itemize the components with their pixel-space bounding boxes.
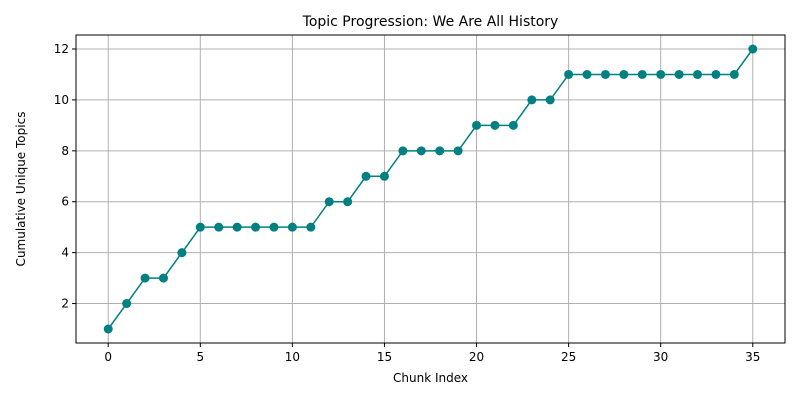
chart-title: Topic Progression: We Are All History [302,14,559,30]
y-tick-label: 4 [61,246,69,260]
y-tick-label: 10 [54,93,69,107]
grid [76,35,785,343]
data-point [269,222,279,232]
data-point [287,222,297,232]
x-tick-label: 20 [469,350,484,364]
series-layer [103,44,758,334]
data-point [343,197,353,207]
data-point [729,69,739,79]
x-tick-label: 25 [561,350,576,364]
data-point [177,248,187,258]
data-point [656,69,666,79]
data-point [232,222,242,232]
plot-area-frame [75,34,786,344]
data-point [693,69,703,79]
x-tick-label: 15 [377,350,392,364]
data-point [103,324,113,334]
data-point [361,171,371,181]
data-point [564,69,574,79]
series-line [107,48,754,330]
data-point [140,273,150,283]
y-axis-label: Cumulative Unique Topics [14,112,28,267]
data-point [545,95,555,105]
data-point [251,222,261,232]
ticks: 0 5 10 15 20 25 30 35 2 4 6 8 10 12 [54,42,761,364]
data-point [527,95,537,105]
data-point [472,120,482,130]
data-point [158,273,168,283]
data-point [214,222,224,232]
data-point [122,299,132,309]
data-point [453,146,463,156]
data-point [398,146,408,156]
data-point [324,197,334,207]
data-point [306,222,316,232]
y-tick-label: 8 [61,144,69,158]
data-point [600,69,610,79]
x-axis-label: Chunk Index [393,371,468,385]
data-point [748,44,758,54]
x-tick-label: 5 [196,350,204,364]
data-point [435,146,445,156]
data-point [582,69,592,79]
y-tick-label: 12 [54,42,69,56]
x-tick-label: 0 [104,350,112,364]
data-point [490,120,500,130]
data-point [508,120,518,130]
y-tick-label: 2 [61,297,69,311]
data-point [195,222,205,232]
data-point [379,171,389,181]
x-tick-label: 10 [285,350,300,364]
data-point [637,69,647,79]
data-point [711,69,721,79]
x-tick-label: 30 [653,350,668,364]
data-point [416,146,426,156]
data-point [619,69,629,79]
x-tick-label: 35 [745,350,760,364]
y-tick-label: 6 [61,195,69,209]
data-point [674,69,684,79]
